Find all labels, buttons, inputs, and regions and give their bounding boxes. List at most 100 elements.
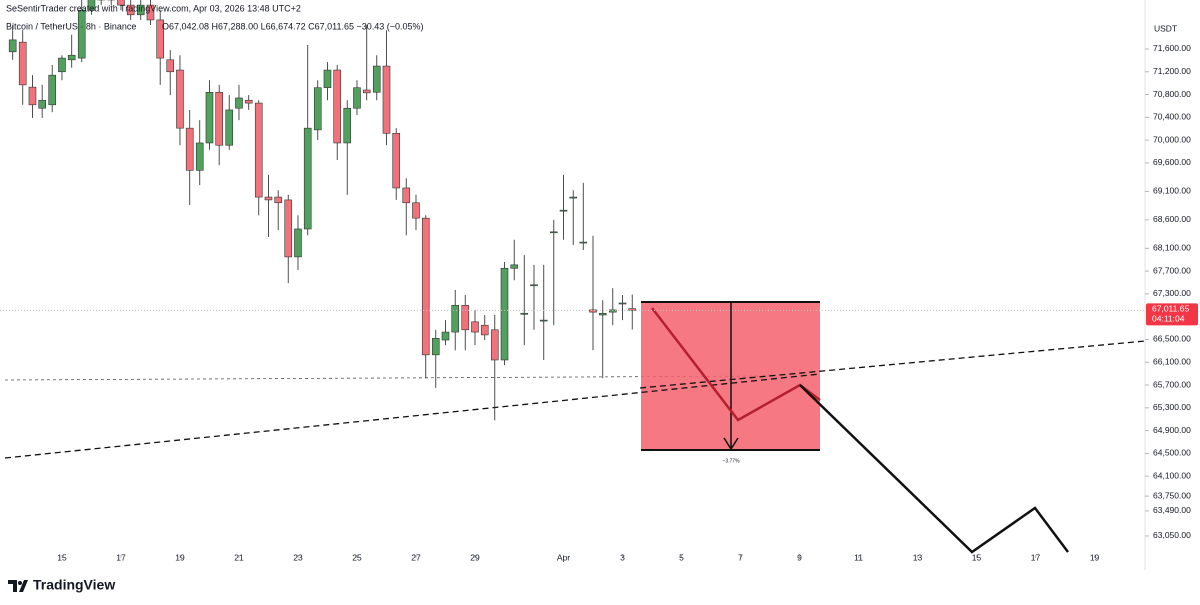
candle-body [294, 228, 302, 258]
trend-line [4, 373, 821, 459]
ohlc: O67,042.08 H67,288.00 L66,674.72 C67,011… [162, 21, 424, 31]
candle-body [58, 57, 66, 73]
candle-body [589, 309, 597, 313]
projection-path [799, 384, 1069, 554]
y-tick-label: 67,300.00 [1153, 288, 1191, 298]
y-tick-label: 68,600.00 [1153, 214, 1191, 224]
price-tag [1146, 303, 1198, 326]
candle-body [618, 302, 627, 305]
y-tick-label: 63,750.00 [1153, 490, 1191, 500]
candle-body [264, 196, 273, 201]
candle-body [8, 39, 17, 53]
y-tick-label: 70,800.00 [1153, 89, 1191, 99]
candle-body [136, 4, 145, 16]
candle-body [244, 99, 253, 104]
x-tick-label: Apr [557, 552, 570, 562]
y-tick-label: 64,100.00 [1153, 470, 1191, 480]
symbol: Bitcoin / TetherUS · 8h · Binance [6, 21, 136, 31]
x-tick-label: 29 [470, 552, 480, 562]
candle-body [431, 338, 440, 356]
x-tick-label: 3 [620, 552, 625, 562]
candle-body [215, 91, 224, 146]
candle-body [225, 109, 234, 146]
x-tick-label: 9 [797, 552, 802, 562]
y-tick-label: 67,700.00 [1153, 265, 1191, 275]
candle-body [421, 217, 430, 356]
x-tick-label: 15 [57, 552, 67, 562]
x-tick-label: 11 [854, 552, 863, 562]
y-tick-label: 71,200.00 [1153, 66, 1191, 76]
candle-body [353, 87, 361, 109]
candle-body [480, 324, 489, 336]
y-tick-label: 69,100.00 [1153, 186, 1191, 196]
candle-body [539, 319, 548, 322]
candle-body [303, 127, 312, 230]
candle-body [18, 41, 27, 86]
y-tick-label: 64,900.00 [1153, 425, 1191, 435]
y-tick-label: 68,100.00 [1153, 243, 1191, 253]
projection-path [651, 307, 821, 422]
candle-body [185, 127, 194, 171]
countdown: 04:11:04 [1152, 314, 1185, 324]
candle-body [195, 142, 204, 171]
x-tick-label: 19 [175, 552, 185, 562]
y-tick-label: 70,000.00 [1153, 134, 1191, 144]
candle-body [559, 209, 568, 212]
trend-line [639, 340, 1145, 389]
y-tick-label: 66,500.00 [1153, 334, 1191, 344]
candle-body [530, 284, 538, 287]
y-tick-label: 70,400.00 [1153, 112, 1191, 122]
x-tick-label: 7 [738, 552, 743, 562]
candle-body [598, 312, 607, 316]
x-tick-label: 13 [913, 552, 923, 562]
logo-icon [8, 580, 28, 592]
x-tick-label: 5 [679, 552, 684, 562]
x-tick-label: 27 [411, 552, 421, 562]
x-tick-label: 17 [1031, 552, 1041, 562]
price-tag-value: 67,011.65 [1152, 304, 1189, 314]
candle-body [117, 0, 125, 6]
y-tick-label: 63,490.00 [1153, 505, 1191, 515]
candle-body [569, 196, 578, 199]
candle-body [333, 69, 342, 144]
candle-body [146, 4, 155, 21]
x-tick-label: 17 [116, 552, 126, 562]
candle-body [323, 69, 332, 89]
candle-body [166, 59, 175, 73]
x-tick-label: 21 [234, 552, 244, 562]
x-tick-label: 25 [352, 552, 362, 562]
arrow-head [723, 437, 739, 451]
y-tick-label: 64,500.00 [1153, 448, 1191, 458]
candle-body [274, 196, 283, 204]
candle-body [549, 231, 558, 234]
brand: TradingView [33, 577, 115, 593]
currency: USDT [1154, 23, 1177, 33]
credit: SeSentirTrader created with TradingView.… [6, 3, 301, 13]
x-tick-label: 19 [1090, 552, 1100, 562]
y-tick-label: 71,600.00 [1153, 43, 1191, 53]
candle-body [412, 202, 420, 219]
candle-body [402, 187, 411, 204]
candle-body [284, 199, 293, 258]
candle-body [176, 69, 184, 129]
candle-body [254, 102, 263, 198]
y-tick-label: 69,600.00 [1153, 157, 1191, 167]
plot-area [0, 0, 1145, 554]
x-tick-label: 23 [293, 552, 303, 562]
y-tick-label: 66,100.00 [1153, 357, 1191, 367]
y-tick-label: 63,050.00 [1153, 530, 1191, 540]
candle-body [313, 87, 322, 131]
candle-body [28, 86, 37, 106]
candle-body [441, 331, 450, 341]
candle-body [490, 329, 499, 361]
candle-body [343, 107, 352, 144]
candle-body [156, 19, 164, 59]
candle-body [382, 65, 391, 134]
candle-body [77, 9, 86, 59]
candle-body [235, 97, 243, 109]
logo: TradingView [8, 577, 115, 593]
candle-body [461, 304, 470, 331]
candle-body [48, 74, 57, 106]
